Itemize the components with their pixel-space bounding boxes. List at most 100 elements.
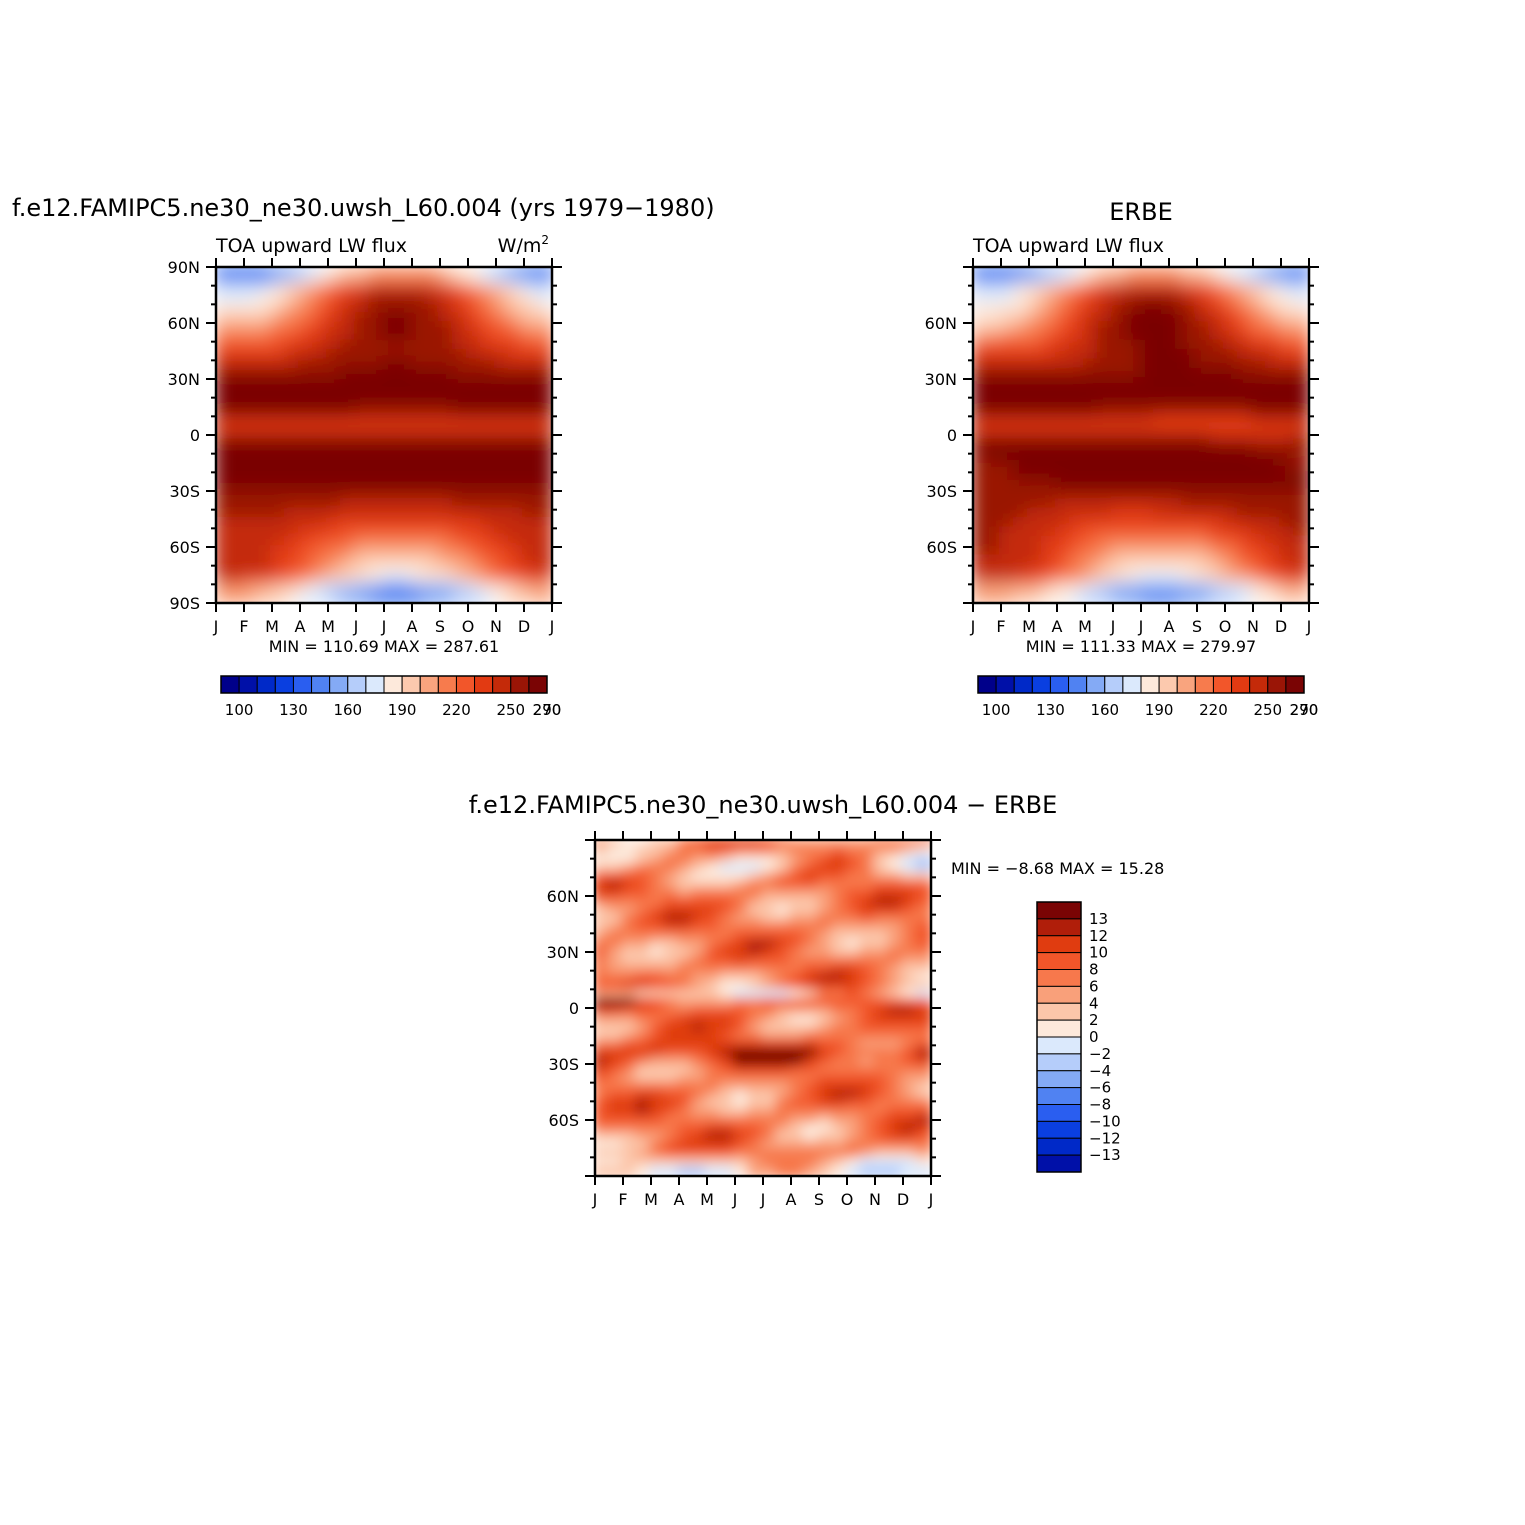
heatmap-cell bbox=[677, 1165, 695, 1176]
colorbar-label: 130 bbox=[1036, 701, 1065, 719]
y-tick-label: 30S bbox=[169, 482, 200, 501]
y-tick-label: 60N bbox=[547, 887, 579, 906]
heatmap-cell bbox=[480, 267, 498, 279]
y-tick-label: 60S bbox=[169, 538, 200, 557]
colorbar-swatch bbox=[1176, 675, 1196, 694]
y-tick-label: 0 bbox=[947, 426, 957, 445]
colorbar-label: 100 bbox=[982, 701, 1011, 719]
x-tick-label: J bbox=[970, 617, 976, 636]
top-left-panel-title: f.e12.FAMIPC5.ne30_ne30.uwsh_L60.004 (yr… bbox=[12, 194, 715, 222]
y-tick-label: 60N bbox=[168, 314, 200, 333]
x-tick-label: S bbox=[1192, 617, 1202, 636]
heatmap-cell bbox=[438, 591, 456, 603]
colorbar-label: 13 bbox=[1089, 910, 1108, 928]
heatmap-cell bbox=[1013, 591, 1031, 603]
y-tick-label: 60S bbox=[926, 538, 957, 557]
min-max-stats: MIN = 110.69 MAX = 287.61 bbox=[269, 637, 499, 656]
heatmap-cell bbox=[354, 591, 372, 603]
heatmap-cell bbox=[270, 591, 288, 603]
heatmap-cell bbox=[901, 1165, 919, 1176]
heatmap-cell bbox=[284, 591, 302, 603]
heatmap-cell bbox=[985, 267, 1003, 279]
heatmap-cell bbox=[747, 1165, 765, 1176]
colorbar-swatch bbox=[292, 675, 313, 694]
heatmap-cell bbox=[775, 1165, 793, 1176]
x-tick-label: A bbox=[407, 617, 418, 636]
model-units-label: W/m2 bbox=[498, 233, 549, 257]
heatmap-cell bbox=[382, 267, 400, 279]
heatmap-cell bbox=[480, 591, 498, 603]
x-tick-label: J bbox=[1110, 617, 1116, 636]
x-tick-label: J bbox=[928, 1190, 934, 1209]
colorbar-swatch bbox=[510, 675, 530, 694]
colorbar-swatch bbox=[1036, 1002, 1082, 1021]
heatmap-cell bbox=[887, 1165, 905, 1176]
colorbar-swatch bbox=[1036, 1104, 1082, 1122]
colorbar-swatch bbox=[1031, 675, 1051, 694]
heatmap-cell bbox=[396, 267, 414, 279]
heatmap-cell bbox=[845, 1165, 863, 1176]
x-tick-label: M bbox=[1022, 617, 1036, 636]
heatmap-cell bbox=[775, 840, 793, 851]
model-panel: TOA upward LW flux W/m2 J F M A M J J A S O N D J90N… bbox=[168, 233, 562, 719]
colorbar-label: 290 bbox=[1290, 701, 1319, 719]
colorbar-swatch bbox=[1036, 901, 1082, 920]
heatmap-cell bbox=[1209, 591, 1227, 603]
colorbar-label: 100 bbox=[225, 701, 254, 719]
heatmap-cell bbox=[256, 267, 274, 279]
heatmap-cell bbox=[901, 840, 919, 851]
colorbar-swatch bbox=[1122, 675, 1142, 694]
colorbar-swatch bbox=[1036, 1070, 1082, 1089]
heatmap-cell bbox=[1139, 267, 1157, 279]
y-tick-label: 60N bbox=[925, 314, 957, 333]
heatmap-cell bbox=[410, 267, 428, 279]
y-tick-label: 30N bbox=[547, 943, 579, 962]
colorbar-frame bbox=[977, 675, 1305, 694]
colorbar-swatch bbox=[1036, 985, 1082, 1004]
heatmap-cell bbox=[216, 267, 232, 279]
colorbar-swatch bbox=[1249, 675, 1269, 694]
heatmap-cell bbox=[1293, 267, 1309, 279]
x-tick-label: A bbox=[786, 1190, 797, 1209]
x-tick-label: M bbox=[265, 617, 279, 636]
colorbar-swatch bbox=[1068, 675, 1088, 694]
x-tick-label: M bbox=[1078, 617, 1092, 636]
model-heatmap-field bbox=[216, 267, 552, 603]
heatmap-cell bbox=[973, 267, 989, 279]
heatmap-cell bbox=[1139, 591, 1157, 603]
heatmap-cell bbox=[312, 591, 330, 603]
heatmap-cell bbox=[1265, 591, 1283, 603]
colorbar-swatch bbox=[1036, 1087, 1082, 1105]
min-value: −8.68 bbox=[1005, 859, 1054, 878]
heatmap-cell bbox=[1251, 267, 1269, 279]
colorbar-label: 6 bbox=[1089, 977, 1099, 995]
heatmap-cell bbox=[1125, 267, 1143, 279]
heatmap-cell bbox=[536, 267, 552, 279]
heatmap-cell bbox=[368, 591, 386, 603]
heatmap-cell bbox=[621, 1165, 639, 1176]
colorbar-swatch bbox=[1285, 675, 1305, 694]
x-tick-label: M bbox=[644, 1190, 658, 1209]
min-label: MIN = bbox=[951, 859, 1000, 878]
colorbar-swatch bbox=[1036, 1120, 1082, 1139]
heatmap-cell bbox=[1167, 267, 1185, 279]
heatmap-cell bbox=[256, 591, 274, 603]
heatmap-cell bbox=[607, 1165, 625, 1176]
heatmap-cell bbox=[1083, 267, 1101, 279]
colorbar-label: −2 bbox=[1089, 1045, 1111, 1063]
heatmap-cell bbox=[789, 1165, 807, 1176]
x-tick-label: J bbox=[353, 617, 359, 636]
x-tick-label: S bbox=[814, 1190, 824, 1209]
heatmap-cell bbox=[1279, 591, 1297, 603]
x-tick-label: O bbox=[841, 1190, 854, 1209]
heatmap-cell bbox=[1237, 591, 1255, 603]
colorbar-swatch bbox=[1086, 675, 1106, 694]
heatmap-cell bbox=[312, 267, 330, 279]
heatmap-cell bbox=[859, 1165, 877, 1176]
heatmap-cell bbox=[424, 591, 442, 603]
heatmap-cell bbox=[1055, 591, 1073, 603]
min-max-stats: MIN = −8.68 MAX = 15.28 bbox=[951, 859, 1164, 878]
heatmap-cell bbox=[1069, 591, 1087, 603]
heatmap-cell bbox=[663, 840, 681, 851]
colorbar-label: 160 bbox=[1090, 701, 1119, 719]
